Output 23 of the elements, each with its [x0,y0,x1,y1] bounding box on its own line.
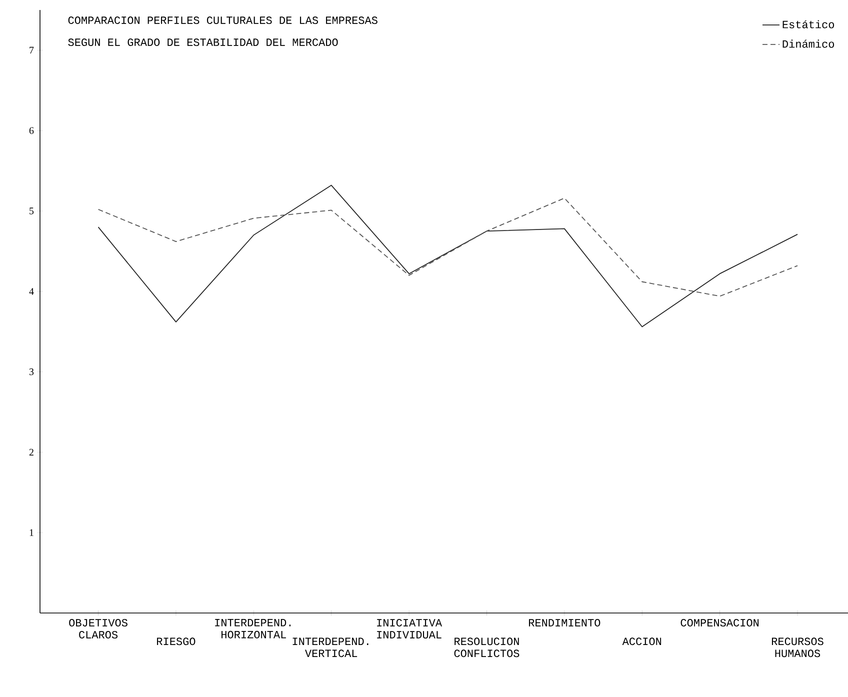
x-tick-label: COMPENSACION [680,619,759,626]
x-tick-label: RIESGO [157,638,196,646]
x-tick-label: OBJETIVOS CLAROS [69,619,128,638]
y-tick-label: 2 [29,448,34,456]
x-tick-label: INTERDEPEND. VERTICAL [292,638,368,658]
y-tick-label: 7 [30,46,34,54]
x-tick-label: ACCION [622,638,662,646]
x-tick-label: INTERDEPEND. HORIZONTAL [215,619,291,638]
x-tick-label: INICIATIVA INDIVIDUAL [377,619,442,638]
y-tick-label: 5 [30,208,34,214]
legend-label: Estático [782,20,834,28]
legend-label: Dinámico [782,40,834,48]
y-tick-label: 6 [29,127,34,134]
y-tick-label: 3 [29,368,34,376]
line-series [98,184,798,328]
x-tick-label: RESOLUCION CONFLICTOS [454,638,520,658]
chart-title: COMPARACION PERFILES CULTURALES DE LAS EMPRESAS [68,16,378,24]
text: SEGUN EL GRADO DE ESTABILIDAD DEL MERCADO [68,38,338,46]
x-tick-label: RECURSOS HUMANOS [772,638,824,658]
x-tick-label: RENDIMIENTO [528,619,600,626]
y-tick-label: 1 [30,529,34,536]
y-tick-label: 4 [29,288,34,295]
line-series [98,198,798,297]
